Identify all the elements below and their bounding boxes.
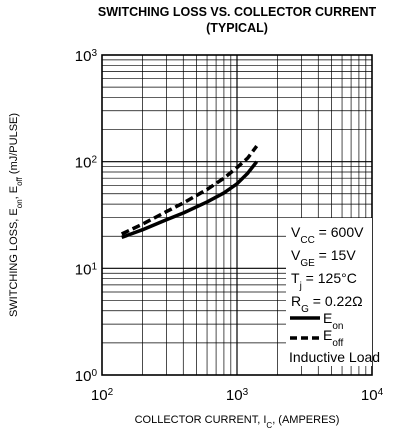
x-tick-label: 104 xyxy=(361,387,384,405)
legend-box: VCC = 600V VGE = 15V Tj = 125°C RG = 0.2… xyxy=(286,218,380,366)
chart-subtitle: (TYPICAL) xyxy=(206,21,268,35)
y-tick-label: 100 xyxy=(75,368,98,386)
plot-frame xyxy=(101,54,373,376)
y-tick-label: 101 xyxy=(75,261,98,279)
legend-note: Inductive Load xyxy=(289,349,380,365)
legend-background xyxy=(286,218,372,366)
legend-label-eon: Eon xyxy=(323,310,343,332)
series-line-on xyxy=(121,160,259,240)
series-layer xyxy=(120,145,259,240)
condition-tj: Tj = 125°C xyxy=(291,270,357,292)
condition-rg: RG = 0.22Ω xyxy=(291,293,363,315)
y-tick-label: 103 xyxy=(75,48,98,66)
condition-vcc: VCC = 600V xyxy=(291,224,364,246)
y-axis-label: SWITCHING LOSS, Eon, Eoff (mJ/PULSE) xyxy=(8,113,24,317)
x-tick-label: 102 xyxy=(91,387,114,405)
condition-vge: VGE = 15V xyxy=(291,247,356,269)
series-line-off xyxy=(120,145,259,236)
chart-title: SWITCHING LOSS VS. COLLECTOR CURRENT xyxy=(98,5,377,19)
legend-label-eoff: Eoff xyxy=(323,327,344,349)
tick-labels: 102 103 104 100 101 102 103 xyxy=(75,48,384,405)
y-tick-label: 102 xyxy=(75,154,98,172)
x-axis-label: COLLECTOR CURRENT, IC, (AMPERES) xyxy=(135,414,340,430)
x-tick-label: 103 xyxy=(226,387,249,405)
